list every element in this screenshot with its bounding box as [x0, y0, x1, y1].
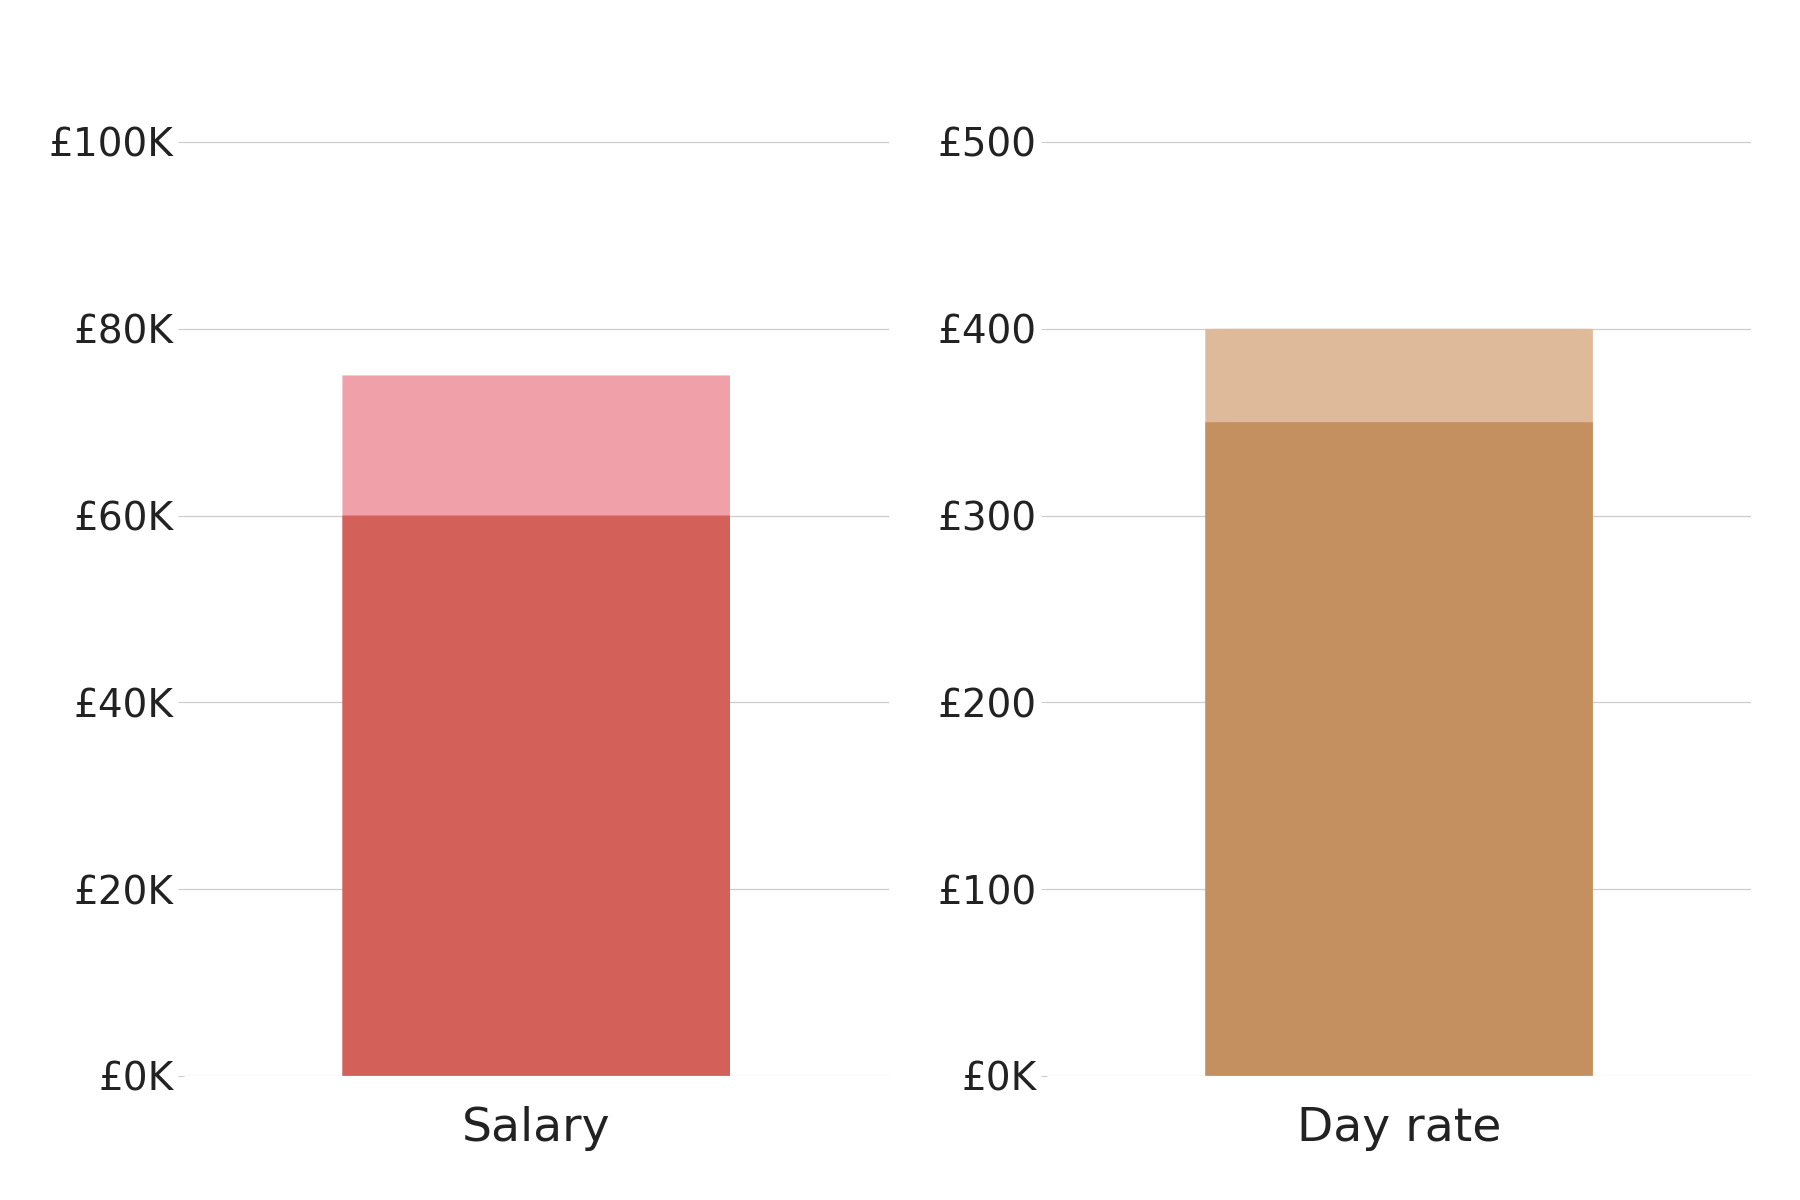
FancyBboxPatch shape — [342, 516, 731, 1076]
FancyBboxPatch shape — [342, 376, 731, 1076]
FancyBboxPatch shape — [1206, 422, 1593, 1076]
FancyBboxPatch shape — [1206, 329, 1593, 1076]
